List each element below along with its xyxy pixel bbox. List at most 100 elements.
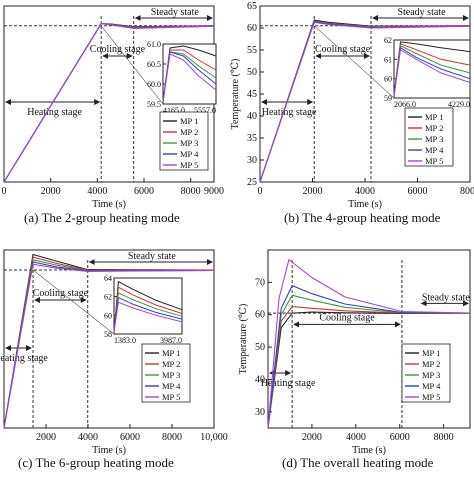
steady-state-label: Steady state: [128, 251, 177, 262]
y-tick-label: 70: [255, 277, 265, 288]
y-tick-label: 55: [247, 45, 257, 56]
legend-label: MP 4: [422, 381, 441, 391]
y-tick-label: 50: [247, 67, 257, 78]
legend-label: MP 5: [180, 160, 198, 170]
legend-label: MP 3: [425, 134, 443, 144]
x-axis-label: Time (s): [92, 199, 126, 210]
legend-label: MP 1: [425, 112, 443, 122]
y-tick-label: 65: [247, 1, 257, 12]
y-tick-label: 30: [255, 407, 265, 418]
inset-chart: 59 60 61 62 2066.0 4229.0: [314, 25, 471, 109]
legend: MP 1MP 2MP 3MP 4MP 5: [159, 111, 209, 171]
legend-label: MP 5: [162, 392, 180, 402]
inset-y-tick-label: 58: [104, 330, 112, 339]
heating-stage-label: Heating stage: [0, 353, 48, 364]
inset-y-tick-label: 60.0: [147, 80, 161, 89]
x-axis-label: Time (s): [348, 199, 382, 210]
y-axis-label: Temperature (℃): [230, 59, 241, 130]
x-tick-label: 6000: [120, 432, 140, 443]
y-tick-label: 25: [247, 177, 257, 188]
legend-label: MP 1: [180, 116, 198, 126]
cooling-stage-label: Cooling stage: [33, 288, 89, 299]
cooling-stage-label: Cooling stage: [319, 312, 375, 323]
y-axis-label: Temperature (℃): [238, 304, 249, 375]
inset-x-tick-label: 4229.0: [448, 100, 470, 109]
x-tick-label: 10,000: [200, 432, 228, 443]
inset-y-tick-label: 60: [384, 75, 392, 84]
x-axis-label: Time (s): [92, 445, 126, 456]
legend: MP 1MP 2MP 3MP 4MP 5: [404, 107, 454, 167]
plot-frame: [267, 249, 471, 429]
steady-state-label: Steady state: [422, 292, 471, 303]
inset-x-tick-label: 5557.0: [194, 106, 216, 115]
inset-y-tick-label: 60: [104, 311, 112, 320]
legend-label: MP 1: [162, 348, 180, 358]
series-line-mp5: [3, 23, 215, 183]
x-tick-label: 2000: [303, 186, 323, 197]
x-tick-label: 2000: [302, 432, 322, 443]
x-tick-label: 0: [2, 186, 7, 197]
inset-y-tick-label: 61: [384, 55, 392, 64]
legend-label: MP 4: [162, 381, 181, 391]
legend-label: MP 2: [425, 123, 443, 133]
legend: MP 1MP 2MP 3MP 4MP 5: [141, 343, 191, 403]
legend-label: MP 2: [180, 127, 198, 137]
inset-y-tick-label: 62: [104, 293, 112, 302]
y-tick-label: 45: [247, 89, 257, 100]
x-tick-label: 4000: [355, 186, 375, 197]
series-line-mp5: [259, 21, 471, 183]
legend-label: MP 2: [162, 359, 180, 369]
x-tick-label: 6000: [134, 186, 154, 197]
x-tick-label: 4000: [78, 432, 98, 443]
inset-x-tick-label: 3987.0: [160, 336, 182, 345]
chart-panel-d: 2000 4000 6000 8000 Time (s) 30 40 50 60 70 Temper…: [238, 249, 471, 456]
series-line-mp5: [3, 263, 215, 429]
chart-panel-b: 0 2000 4000 6000 8000 Time (s) 25 30 35 40 45 50 55 6…: [230, 1, 474, 210]
steady-state-label: Steady state: [151, 7, 200, 18]
inset-series-line: [393, 48, 471, 97]
cooling-stage-label: Cooling stage: [315, 44, 371, 55]
inset-y-tick-label: 61.0: [147, 40, 161, 49]
x-tick-label: 8000: [460, 186, 474, 197]
x-tick-label: 8000: [434, 432, 454, 443]
chart-panel-c: 2000 4000 6000 8000 10,000 Time (s) Heating st…: [0, 249, 228, 456]
inset-series-line: [113, 301, 183, 333]
x-tick-label: 0: [258, 186, 263, 197]
inset-chart: 58 60 62 64 1383.0 3987.0: [32, 269, 183, 345]
legend-label: MP 5: [425, 156, 443, 166]
x-tick-label: 6000: [390, 432, 410, 443]
cooling-stage-label: Cooling stage: [90, 44, 146, 55]
legend-label: MP 4: [180, 149, 199, 159]
y-tick-label: 35: [247, 133, 257, 144]
x-tick-label: 2000: [36, 432, 56, 443]
heating-stage-label: Heating stage: [27, 107, 82, 118]
x-tick-label: 4000: [87, 186, 107, 197]
steady-state-label: Steady state: [397, 7, 446, 18]
inset-x-tick-label: 1383.0: [114, 336, 136, 345]
inset-x-tick-label: 4165.0: [163, 106, 185, 115]
legend-label: MP 1: [422, 348, 440, 358]
x-tick-label: 2000: [41, 186, 61, 197]
y-tick-label: 40: [255, 374, 265, 385]
legend-label: MP 2: [422, 359, 440, 369]
inset-series-line: [162, 53, 217, 103]
chart-panel-a: 0 2000 4000 6000 8000 9000 Time (s) Heating sta…: [2, 5, 224, 210]
heating-stage-label: Heating stage: [262, 107, 317, 118]
series-line-mp4: [267, 284, 471, 429]
inset-connector: [100, 25, 164, 105]
legend-label: MP 5: [422, 392, 440, 402]
x-tick-label: 8000: [181, 186, 201, 197]
y-tick-label: 50: [255, 342, 265, 353]
x-tick-label: 9000: [204, 186, 224, 197]
legend-label: MP 3: [162, 370, 180, 380]
inset-y-tick-label: 62: [384, 36, 392, 45]
inset-x-tick-label: 2066.0: [394, 100, 416, 109]
inset-chart: 59.5 60.0 60.5 61.0 4165.0 5557.0: [100, 25, 217, 115]
plot-frame: [3, 249, 215, 429]
legend-label: MP 4: [425, 145, 444, 155]
caption-c: (c) The 6-group heating mode: [18, 455, 174, 470]
x-tick-label: 4000: [346, 432, 366, 443]
caption-d: (d) The overall heating mode: [282, 455, 434, 470]
heating-stage-label: Heating stage: [261, 378, 316, 389]
